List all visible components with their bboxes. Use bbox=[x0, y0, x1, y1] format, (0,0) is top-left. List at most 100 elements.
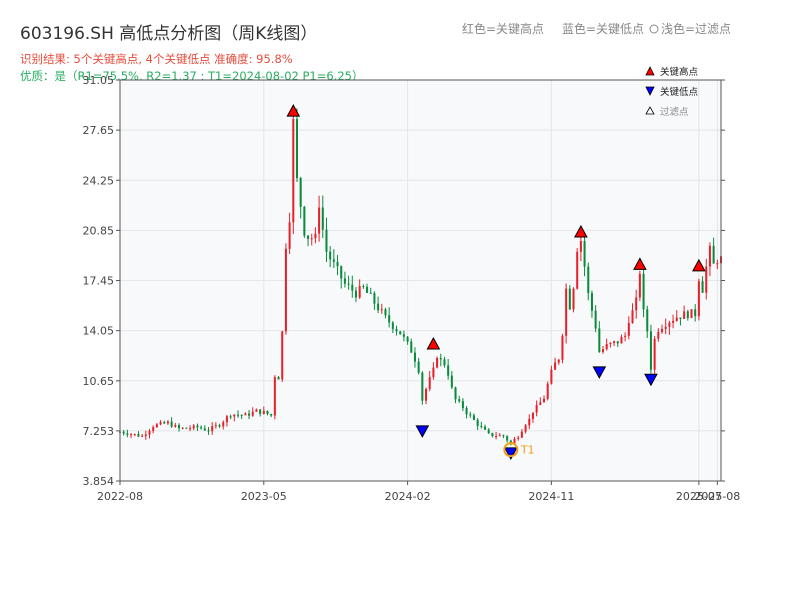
candle-body bbox=[318, 207, 321, 234]
candle-body bbox=[225, 416, 228, 423]
candle-body bbox=[307, 235, 310, 239]
y-tick-label: 7.253 bbox=[83, 425, 115, 438]
t1-label: T1 bbox=[520, 444, 535, 457]
candle-body bbox=[432, 367, 435, 378]
candle-body bbox=[340, 266, 343, 279]
candle-body bbox=[679, 317, 682, 319]
key-high-marker bbox=[286, 104, 301, 117]
y-tick-label: 3.854 bbox=[83, 475, 115, 488]
candle-body bbox=[380, 309, 383, 311]
candle-body bbox=[211, 426, 214, 432]
candle-body bbox=[170, 421, 173, 427]
key-low-marker bbox=[503, 447, 518, 460]
candle-body bbox=[716, 263, 719, 265]
candle-body bbox=[594, 310, 597, 329]
candle-body bbox=[649, 331, 652, 370]
x-tick-label: 2024-02 bbox=[385, 490, 431, 503]
result-line: 识别结果: 5个关键高点, 4个关键低点 准确度: 95.8% bbox=[20, 52, 293, 66]
candle-body bbox=[450, 375, 453, 388]
legend-filtered-label: 过滤点 bbox=[660, 106, 689, 118]
candle-body bbox=[141, 435, 144, 437]
candle-body bbox=[528, 418, 531, 426]
candle-body bbox=[598, 328, 601, 353]
candle-body bbox=[579, 241, 582, 252]
candle-body bbox=[126, 433, 129, 435]
candle-body bbox=[406, 336, 409, 342]
candle-body bbox=[277, 377, 280, 380]
candle-body bbox=[303, 206, 306, 236]
y-tick-label: 31.05 bbox=[83, 74, 115, 87]
candle-body bbox=[214, 425, 217, 427]
candle-body bbox=[705, 266, 708, 293]
candle-body bbox=[436, 357, 439, 368]
candle-body bbox=[130, 434, 133, 436]
candle-body bbox=[476, 419, 479, 426]
candle-body bbox=[701, 281, 704, 293]
candle-body bbox=[461, 401, 464, 409]
candle-body bbox=[266, 410, 269, 414]
candle-body bbox=[668, 322, 671, 327]
candle-body bbox=[480, 425, 483, 427]
candle-body bbox=[557, 359, 560, 363]
candle-body bbox=[561, 335, 564, 360]
candle-body bbox=[498, 435, 501, 437]
y-tick-label: 24.25 bbox=[83, 174, 115, 187]
candle-body bbox=[244, 413, 247, 416]
candle-body bbox=[605, 343, 608, 350]
y-tick-label: 20.85 bbox=[83, 224, 115, 237]
candle-body bbox=[332, 259, 335, 262]
candle-body bbox=[616, 341, 619, 344]
candle-body bbox=[366, 286, 369, 293]
candle-body bbox=[203, 428, 206, 431]
candle-body bbox=[273, 377, 276, 416]
candle-body bbox=[690, 309, 693, 319]
candle-body bbox=[262, 410, 265, 414]
candle-body bbox=[546, 383, 549, 399]
plot-frame bbox=[119, 79, 722, 482]
candle-body bbox=[531, 412, 534, 419]
candle-body bbox=[347, 283, 350, 285]
candle-body bbox=[583, 241, 586, 267]
candle-body bbox=[660, 328, 664, 332]
candle-body bbox=[627, 323, 630, 336]
candle-body bbox=[159, 422, 162, 425]
candle-body bbox=[358, 286, 361, 298]
filtered-circle-icon bbox=[649, 24, 659, 34]
candle-body bbox=[509, 440, 512, 444]
candle-body bbox=[472, 415, 475, 420]
t1-circle bbox=[503, 442, 519, 458]
candle-body bbox=[329, 251, 332, 260]
legend-high-label: 关键高点 bbox=[660, 66, 699, 78]
candle-body bbox=[189, 428, 192, 430]
key-high-marker bbox=[574, 224, 588, 238]
candle-body bbox=[620, 336, 623, 344]
candle-body bbox=[362, 286, 365, 288]
candle-body bbox=[428, 377, 431, 389]
candle-body bbox=[484, 426, 487, 430]
candle-body bbox=[248, 413, 251, 416]
candle-body bbox=[487, 429, 490, 434]
candle-body bbox=[410, 341, 413, 353]
candle-body bbox=[395, 329, 398, 332]
candle-body bbox=[502, 435, 505, 437]
candle-body bbox=[270, 413, 273, 416]
candle-body bbox=[517, 437, 520, 439]
candle-body bbox=[664, 326, 667, 329]
candle-body bbox=[635, 297, 638, 311]
x-tick-label: 2023-05 bbox=[241, 490, 287, 503]
candle-body bbox=[200, 427, 203, 429]
candle-body bbox=[495, 435, 498, 437]
candle-body bbox=[513, 438, 516, 444]
candle-body bbox=[137, 433, 140, 437]
candle-body bbox=[506, 436, 509, 441]
candle-body bbox=[281, 331, 284, 380]
candle-body bbox=[638, 273, 641, 298]
candle-body bbox=[568, 288, 571, 310]
candle-body bbox=[229, 416, 232, 418]
candle-body bbox=[417, 361, 420, 373]
legend-high-triangle-icon bbox=[645, 66, 655, 76]
candle-body bbox=[351, 284, 354, 291]
legend-low-label: 关键低点 bbox=[660, 86, 699, 98]
candle-body bbox=[554, 362, 557, 370]
candle-body bbox=[207, 430, 210, 432]
